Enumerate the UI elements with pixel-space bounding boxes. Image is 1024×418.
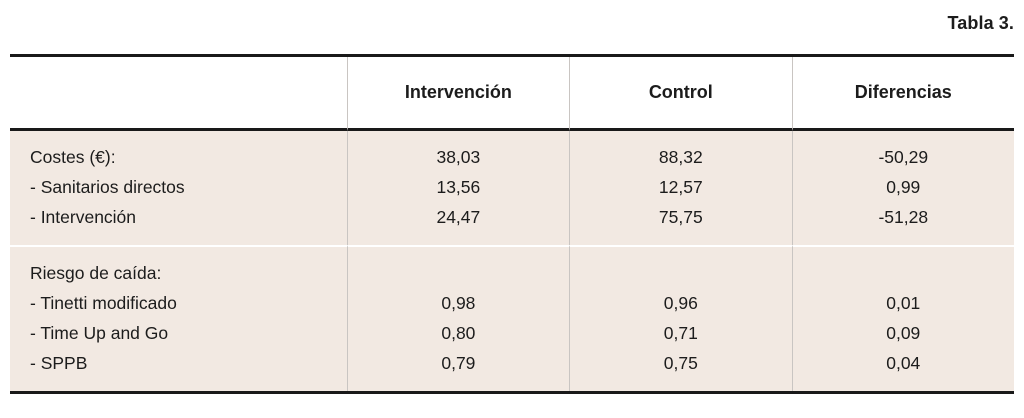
section-costes: Costes (€): 38,03 88,32 -50,29 - Sanitar…	[10, 131, 1014, 245]
value-cell-intervencion	[346, 245, 570, 288]
table-row: Riesgo de caída:	[10, 245, 1014, 288]
value-cell-intervencion: 24,47	[346, 202, 570, 245]
table-row: Costes (€): 38,03 88,32 -50,29	[10, 131, 1014, 172]
table-title: Tabla 3.	[947, 13, 1014, 33]
value-cell-diferencias	[791, 245, 1014, 288]
value-cell-intervencion: 38,03	[346, 131, 570, 172]
column-header-diferencias: Diferencias	[791, 57, 1014, 131]
value-cell-diferencias: 0,04	[791, 348, 1014, 391]
value-cell-intervencion: 0,98	[346, 288, 570, 318]
row-label: Riesgo de caída:	[10, 245, 347, 288]
row-label: - Time Up and Go	[10, 318, 347, 348]
table-header: Intervención Control Diferencias	[10, 57, 1014, 131]
value-cell-diferencias: 0,09	[791, 318, 1014, 348]
value-cell-diferencias: -51,28	[791, 202, 1014, 245]
table-row: - Time Up and Go 0,80 0,71 0,09	[10, 318, 1014, 348]
value-cell-control: 12,57	[569, 172, 792, 202]
value-cell-intervencion: 13,56	[346, 172, 570, 202]
column-header-empty	[10, 57, 347, 131]
results-table: Intervención Control Diferencias Costes …	[10, 54, 1014, 394]
value-cell-diferencias: 0,01	[791, 288, 1014, 318]
table-row: - SPPB 0,79 0,75 0,04	[10, 348, 1014, 391]
value-cell-control: 0,71	[569, 318, 792, 348]
value-cell-control: 75,75	[569, 202, 792, 245]
column-header-intervencion: Intervención	[346, 57, 570, 131]
value-cell-diferencias: -50,29	[791, 131, 1014, 172]
row-label: - SPPB	[10, 348, 347, 391]
row-label: - Tinetti modificado	[10, 288, 347, 318]
row-label: - Sanitarios directos	[10, 172, 347, 202]
table-row: - Sanitarios directos 13,56 12,57 0,99	[10, 172, 1014, 202]
value-cell-control: 88,32	[569, 131, 792, 172]
value-cell-control	[569, 245, 792, 288]
header-row: Intervención Control Diferencias	[10, 57, 1014, 131]
value-cell-intervencion: 0,80	[346, 318, 570, 348]
value-cell-diferencias: 0,99	[791, 172, 1014, 202]
table-row: - Tinetti modificado 0,98 0,96 0,01	[10, 288, 1014, 318]
table-row: - Intervención 24,47 75,75 -51,28	[10, 202, 1014, 245]
section-riesgo-caida: Riesgo de caída: - Tinetti modificado 0,…	[10, 245, 1014, 391]
row-label: - Intervención	[10, 202, 347, 245]
value-cell-control: 0,75	[569, 348, 792, 391]
value-cell-control: 0,96	[569, 288, 792, 318]
row-label: Costes (€):	[10, 131, 347, 172]
column-header-control: Control	[569, 57, 792, 131]
value-cell-intervencion: 0,79	[346, 348, 570, 391]
